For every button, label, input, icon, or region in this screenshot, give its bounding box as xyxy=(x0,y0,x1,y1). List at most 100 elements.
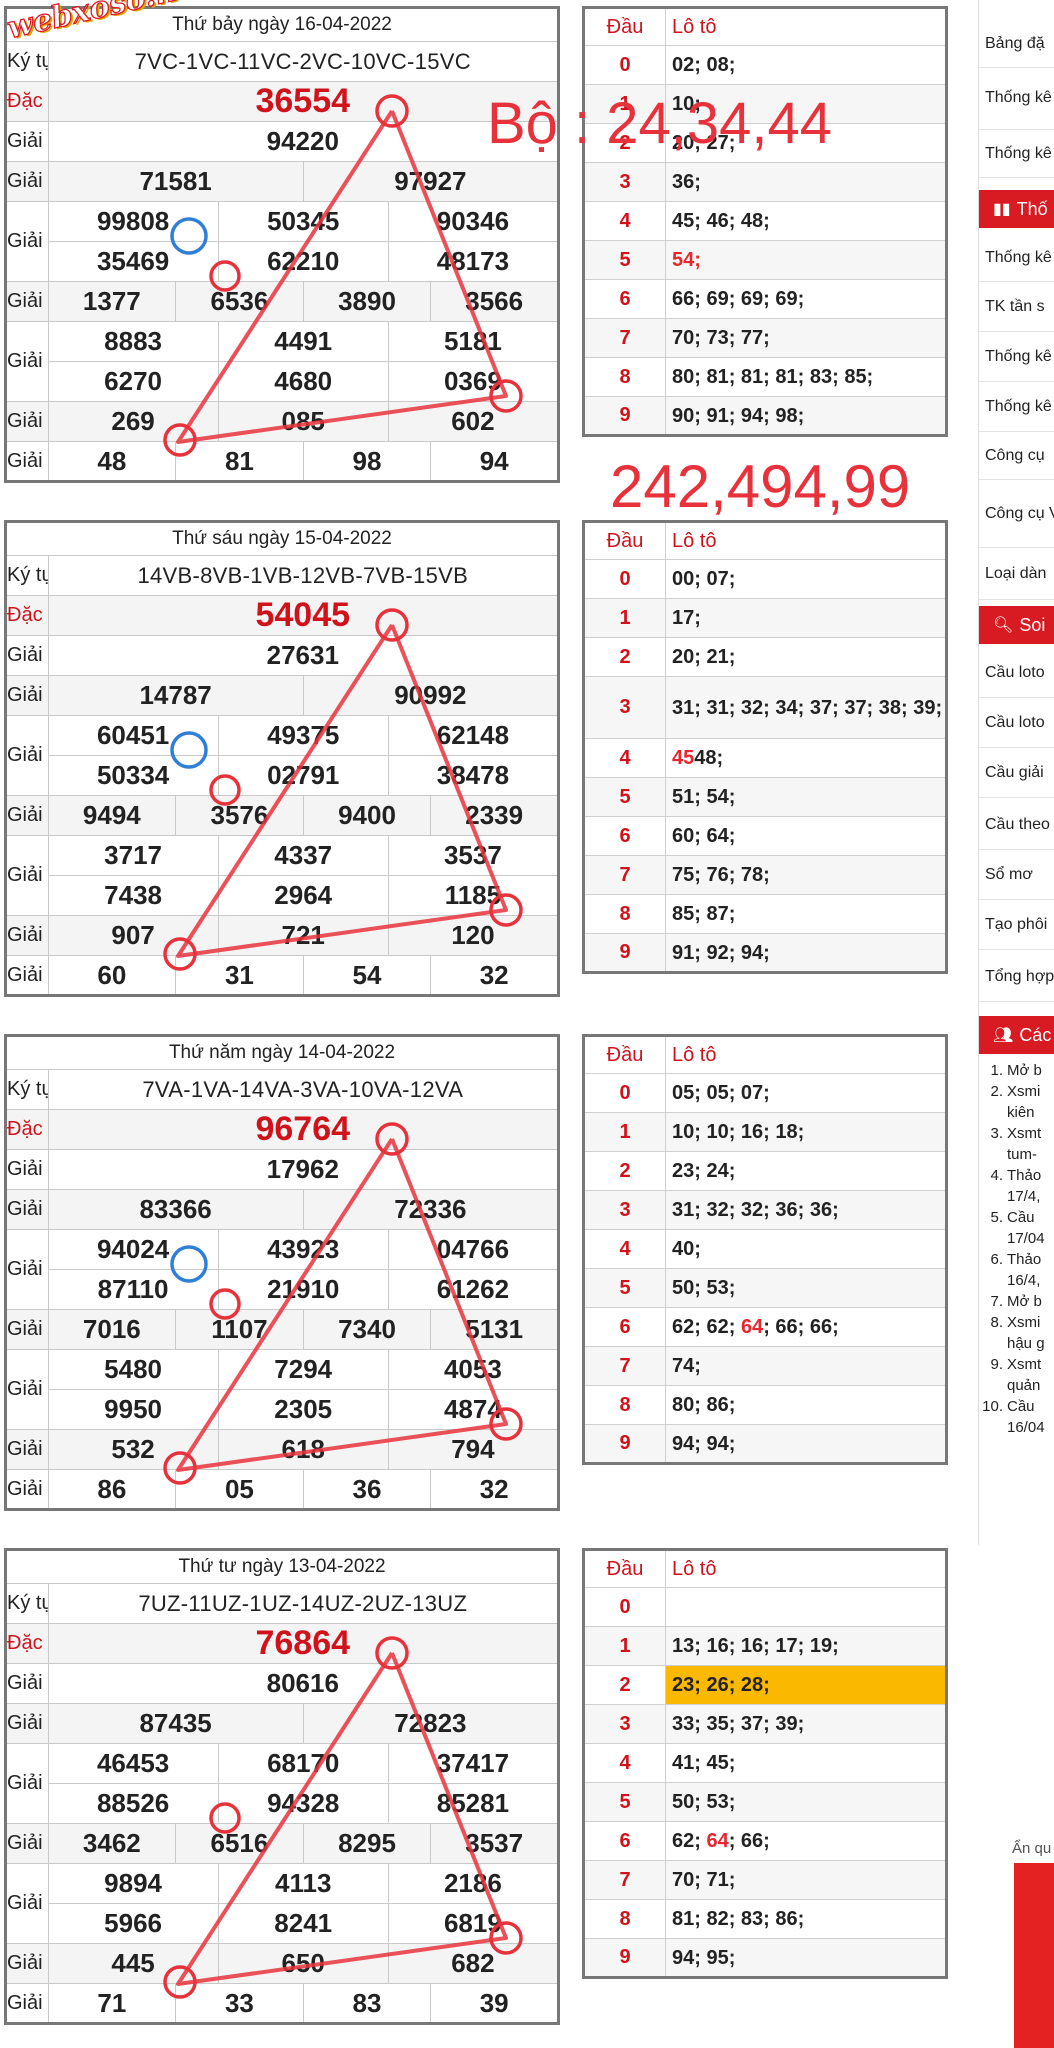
news-list-item[interactable]: 2. Xsmi kiên xyxy=(979,1081,1054,1123)
third-prize: 50334 xyxy=(47,755,219,796)
loto-values: 54; xyxy=(672,249,701,271)
loto-values: 23; 24; xyxy=(672,1160,736,1182)
loto-cell: 51; 54; xyxy=(665,777,947,817)
news-title[interactable]: Xsmt quản xyxy=(1007,1354,1041,1396)
nhat-label: Giải nhất xyxy=(5,635,49,676)
sidebar-link[interactable]: Công cụ xyxy=(979,432,1054,480)
list-number: 6. xyxy=(990,1251,1003,1268)
second-prize: 87435 xyxy=(47,1703,304,1744)
sau-label: Giải sáu xyxy=(5,1943,49,1984)
nam-label: Giải năm xyxy=(5,1863,49,1944)
fourth-prize: 3890 xyxy=(302,281,432,322)
seventh-prize: 86 xyxy=(47,1469,177,1510)
loto-values: 45; 46; 48; xyxy=(672,210,770,232)
sixth-prize: 907 xyxy=(47,915,219,956)
dau-digit: 8 xyxy=(583,1899,666,1939)
loto-values: 81; 82; 83; 86; xyxy=(672,1908,805,1930)
dau-digit: 7 xyxy=(583,1860,666,1900)
list-number: 9. xyxy=(990,1356,1003,1373)
news-list-item[interactable]: 6. Thảo 16/4, xyxy=(979,1249,1054,1291)
news-title[interactable]: Cầu 16/04 xyxy=(1007,1396,1045,1438)
third-prize: 48173 xyxy=(387,241,560,282)
sidebar-link[interactable]: Cầu loto xyxy=(979,698,1054,748)
sidebar-link[interactable]: Loại dàn xyxy=(979,548,1054,600)
fifth-prize: 4680 xyxy=(217,361,389,402)
sixth-prize: 794 xyxy=(387,1429,560,1470)
third-prize: 94328 xyxy=(217,1783,389,1824)
loto-header: Lô tô xyxy=(665,1035,947,1074)
news-title-line: Cầu xyxy=(1007,1398,1035,1415)
news-title[interactable]: Thảo 17/4, xyxy=(1007,1165,1041,1207)
soi-section-header: 🔍︎ Soi xyxy=(979,606,1054,644)
loto-cell xyxy=(665,1587,947,1627)
sau-label: Giải sáu xyxy=(5,1429,49,1470)
fifth-prize: 7438 xyxy=(47,875,219,916)
loto-cell: 70; 71; xyxy=(665,1860,947,1900)
sidebar-link[interactable]: Cầu giải xyxy=(979,748,1054,798)
sidebar-link[interactable]: Tổng hợp xyxy=(979,952,1054,1002)
news-list-item[interactable]: 7. Mở b xyxy=(979,1291,1054,1312)
second-prize: 97927 xyxy=(302,161,560,202)
dau-digit: 3 xyxy=(583,162,666,202)
loto-values: 94; 95; xyxy=(672,1946,736,1969)
result-table: Thứ sáu ngày 15-04-2022 Ký tự14VB-8VB-1V… xyxy=(4,520,560,997)
news-title[interactable]: Thảo 16/4, xyxy=(1007,1249,1041,1291)
seventh-prize: 54 xyxy=(302,955,432,996)
result-table: Thứ năm ngày 14-04-2022 Ký tự7VA-1VA-14V… xyxy=(4,1034,560,1511)
sidebar-link[interactable]: Công cụ VIP xyxy=(979,480,1054,548)
list-number: 7. xyxy=(990,1293,1003,1310)
dau-digit: 7 xyxy=(583,318,666,358)
news-list-item[interactable]: 4. Thảo 17/4, xyxy=(979,1165,1054,1207)
sidebar-link[interactable]: Thống kê xyxy=(979,234,1054,282)
list-number: 2. xyxy=(990,1083,1003,1100)
loto-cell: 45; 46; 48; xyxy=(665,201,947,241)
kytu-label: Ký tự xyxy=(5,1583,49,1624)
sidebar-link[interactable]: Tạo phôi xyxy=(979,900,1054,950)
sidebar-link[interactable]: Thống kê xyxy=(979,382,1054,432)
news-title[interactable]: Xsmt tum- xyxy=(1007,1123,1041,1165)
fifth-prize: 6819 xyxy=(387,1903,560,1944)
dau-digit: 6 xyxy=(583,816,666,856)
stats-section-header: ▮▮ Thố xyxy=(979,190,1054,228)
ad-banner[interactable] xyxy=(1014,1863,1054,2048)
hide-label[interactable]: Ẩn qu xyxy=(1012,1840,1052,1857)
second-prize: 72336 xyxy=(302,1189,560,1230)
loto-cell: 94; 95; xyxy=(665,1938,947,1978)
sidebar-link[interactable]: Thống kê theo Đặc xyxy=(979,66,1054,130)
sidebar-link[interactable]: Thống kê xyxy=(979,332,1054,382)
second-prize: 71581 xyxy=(47,161,304,202)
sixth-prize: 085 xyxy=(217,401,389,442)
fourth-prize: 6516 xyxy=(175,1823,304,1864)
news-title[interactable]: Cầu 17/04 xyxy=(1007,1207,1045,1249)
fifth-prize: 5966 xyxy=(47,1903,219,1944)
dau-digit: 9 xyxy=(583,1424,666,1464)
dau-digit: 7 xyxy=(583,1346,666,1386)
loto-values: 10; xyxy=(672,93,701,115)
news-list-item[interactable]: 1. Mở b xyxy=(979,1060,1054,1081)
sidebar-link[interactable]: Cầu loto xyxy=(979,648,1054,698)
news-list-item[interactable]: 8. Xsmi hậu g xyxy=(979,1312,1054,1354)
news-list-item[interactable]: 10. Cầu 16/04 xyxy=(979,1396,1054,1438)
first-prize: 17962 xyxy=(47,1149,560,1190)
news-list-item[interactable]: 3. Xsmt tum- xyxy=(979,1123,1054,1165)
sidebar-link[interactable]: Cầu theo xyxy=(979,800,1054,850)
news-section-header: 👥︎ Các xyxy=(979,1016,1054,1054)
sidebar-link[interactable]: Sổ mơ xyxy=(979,850,1054,900)
news-list-item[interactable]: 9. Xsmt quản xyxy=(979,1354,1054,1396)
news-title-line: Cầu xyxy=(1007,1209,1035,1226)
sidebar-link[interactable]: Thống kê xyxy=(979,130,1054,178)
news-title[interactable]: Mở b xyxy=(1007,1291,1042,1312)
news-title[interactable]: Xsmi hậu g xyxy=(1007,1312,1045,1354)
loto-values: 40; xyxy=(672,1238,701,1260)
news-title-line: 16/04 xyxy=(1007,1419,1045,1436)
news-title[interactable]: Mở b xyxy=(1007,1060,1042,1081)
news-title-line: Xsmt xyxy=(1007,1356,1042,1373)
sidebar-link[interactable]: TK tần s xyxy=(979,282,1054,332)
loto-cell: 05; 05; 07; xyxy=(665,1073,947,1113)
sidebar-link[interactable]: Bảng đặ xyxy=(979,20,1054,68)
news-list-item[interactable]: 5. Cầu 17/04 xyxy=(979,1207,1054,1249)
sixth-prize: 445 xyxy=(47,1943,219,1984)
news-title[interactable]: Xsmi kiên xyxy=(1007,1081,1040,1123)
dau-digit: 3 xyxy=(583,676,666,739)
